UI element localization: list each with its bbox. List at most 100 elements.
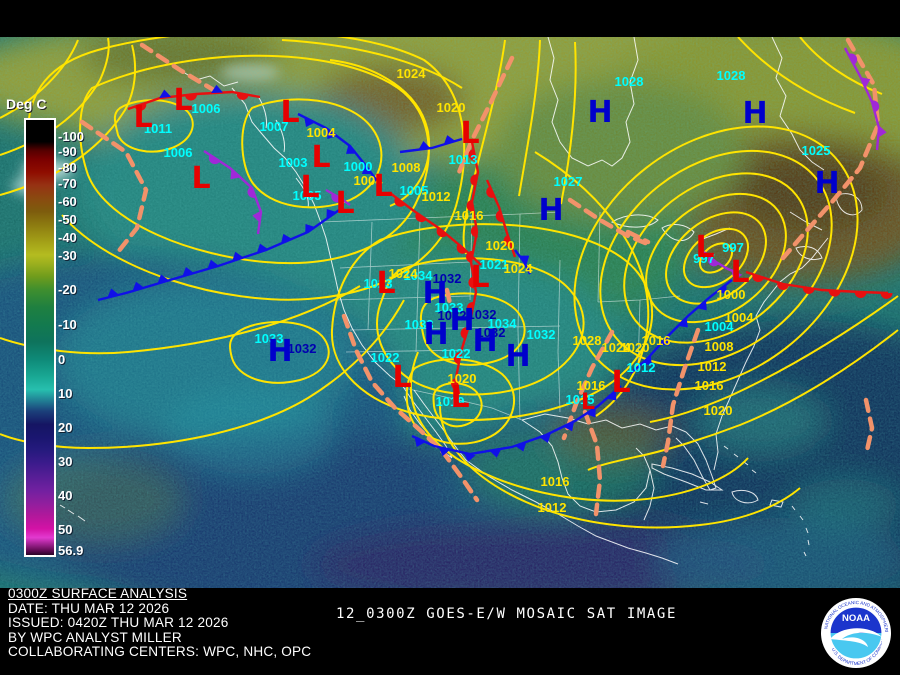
pressure-label: 1006 xyxy=(164,145,193,160)
scale-tick-label: -100 xyxy=(58,129,85,144)
analysis-title: 0300Z SURFACE ANALYSIS xyxy=(8,585,188,601)
pressure-label: 1000 xyxy=(717,287,746,302)
low-pressure-symbol: L xyxy=(191,161,210,196)
pressure-label: 1000 xyxy=(344,159,373,174)
analysis-issued: ISSUED: 0420Z THU MAR 12 2026 xyxy=(8,614,229,631)
pressure-label: 1020 xyxy=(704,403,733,418)
low-pressure-symbol: L xyxy=(581,390,595,415)
noaa-wordmark: NOAA xyxy=(842,613,870,624)
pressure-label: 1020 xyxy=(437,100,466,115)
pressure-label: 1016 xyxy=(695,378,724,393)
analysis-date: DATE: THU MAR 12 2026 xyxy=(8,599,170,616)
pressure-label: 1032 xyxy=(438,308,467,323)
pressure-label: 1032 xyxy=(527,327,556,342)
pressure-label: 1027 xyxy=(554,174,583,189)
pressure-label: 1004 xyxy=(705,319,735,334)
pressure-label: 997 xyxy=(693,251,715,266)
high-pressure-symbol: H xyxy=(472,324,497,359)
scale-tick-label: -70 xyxy=(58,176,77,191)
low-pressure-symbol: L xyxy=(280,95,299,130)
pressure-label: 1032 xyxy=(433,271,462,286)
pressure-label: 1032 xyxy=(468,307,497,322)
analysis-centers: COLLABORATING CENTERS: WPC, NHC, OPC xyxy=(8,643,312,660)
pressure-label: 1025 xyxy=(802,143,831,158)
pressure-label: 1019 xyxy=(436,394,465,409)
low-pressure-symbol: L xyxy=(335,186,354,221)
high-pressure-symbol: H xyxy=(814,166,839,201)
scale-tick-label: -40 xyxy=(58,230,77,245)
pressure-label: 1005 xyxy=(400,183,429,198)
low-pressure-symbol: L xyxy=(300,170,319,205)
pressure-label: 1028 xyxy=(573,333,602,348)
isobars xyxy=(0,37,899,529)
pressure-label: 1022 xyxy=(442,346,471,361)
high-pressure-symbol: H xyxy=(742,96,767,131)
pressure-label: 1016 xyxy=(455,208,484,223)
pressure-label: 1024 xyxy=(602,340,632,355)
scale-tick-label: -10 xyxy=(58,317,77,332)
trough-lines xyxy=(79,37,881,517)
weather-map-svg: 1011 1006 1006 1007 1003 1000 1005 1005 1013 1027… xyxy=(0,37,900,588)
low-pressure-symbol: L xyxy=(392,360,411,395)
pressure-label: 1004 xyxy=(307,125,337,140)
low-pressure-symbol: L xyxy=(173,83,192,118)
pressure-label: 1033 xyxy=(405,317,434,332)
pressure-label: 1022 xyxy=(371,350,400,365)
pressure-label: 1004 xyxy=(725,310,755,325)
low-pressure-symbol: L xyxy=(611,365,630,400)
pressure-label: 1024 xyxy=(397,66,427,81)
pressure-label: 1032 xyxy=(477,325,506,340)
scale-tick-label: 56.9 xyxy=(58,543,84,558)
high-pressure-symbol: H xyxy=(505,339,530,374)
pressure-label: 1024 xyxy=(504,261,534,276)
scale-tick-label: -50 xyxy=(58,212,77,227)
noaa-bird-icon xyxy=(830,628,882,647)
pressure-labels: 1011 1006 1006 1007 1003 1000 1005 1005 1013 1027… xyxy=(144,66,831,515)
pressure-label: 1016 xyxy=(642,333,671,348)
scale-tick-label: 0 xyxy=(58,352,66,367)
high-pressure-symbol: H xyxy=(422,276,447,311)
scale-tick-label: -60 xyxy=(58,194,77,209)
scale-tick-label: -90 xyxy=(58,144,77,159)
low-pressure-symbol: L xyxy=(133,100,152,135)
weather-fronts xyxy=(97,47,893,462)
pressure-label: 1008 xyxy=(705,339,734,354)
high-pressure-symbol: H xyxy=(449,303,474,338)
scale-tick-label: 50 xyxy=(58,522,73,537)
pressure-label: 1021 xyxy=(480,257,509,272)
pressure-label: 1005 xyxy=(293,188,322,203)
pressure-label: 1032 xyxy=(288,341,317,356)
high-pressure-symbol: H xyxy=(423,317,448,352)
scale-tick-label: -20 xyxy=(58,282,77,297)
pressure-label: 1012 xyxy=(627,360,656,375)
color-scale-bar xyxy=(24,118,56,557)
low-pressure-symbol: L xyxy=(730,255,749,290)
noaa-logo: NATIONAL OCEANIC AND ATMOSPHERIC ADMINIS… xyxy=(821,598,891,668)
pressure-label: 1028 xyxy=(615,74,644,89)
color-scale-title: Deg C xyxy=(6,96,47,112)
pressure-label: 1034 xyxy=(488,316,518,331)
low-pressure-symbol: L xyxy=(450,380,469,415)
pressure-label: 1020 xyxy=(621,340,650,355)
pressure-label: 1016 xyxy=(577,378,606,393)
scale-tick-label: 40 xyxy=(58,488,73,503)
pressure-label: 1003 xyxy=(279,155,308,170)
pressure-label: 1024 xyxy=(389,266,419,281)
pressure-label: 1028 xyxy=(717,68,746,83)
scale-tick-label: 30 xyxy=(58,454,73,469)
pressure-label: 1034 xyxy=(404,268,434,283)
pressure-label: 1006 xyxy=(192,101,221,116)
pressure-label: 1013 xyxy=(449,152,478,167)
pressure-label: 1008 xyxy=(392,160,421,175)
high-pressure-symbol: H xyxy=(587,95,612,130)
pressure-label: 1012 xyxy=(698,359,727,374)
low-pressure-symbol: L xyxy=(695,230,714,265)
pressure-label: 1012 xyxy=(538,500,567,515)
satellite-grain-texture xyxy=(0,37,900,588)
high-pressure-symbol: H xyxy=(267,334,292,369)
pressure-label: 1016 xyxy=(541,474,570,489)
analysis-author: BY WPC ANALYST MILLER xyxy=(8,628,182,645)
low-pressure-symbol: L xyxy=(376,266,395,301)
pressure-label: 1004 xyxy=(354,173,384,188)
pressure-label: 1012 xyxy=(422,189,451,204)
